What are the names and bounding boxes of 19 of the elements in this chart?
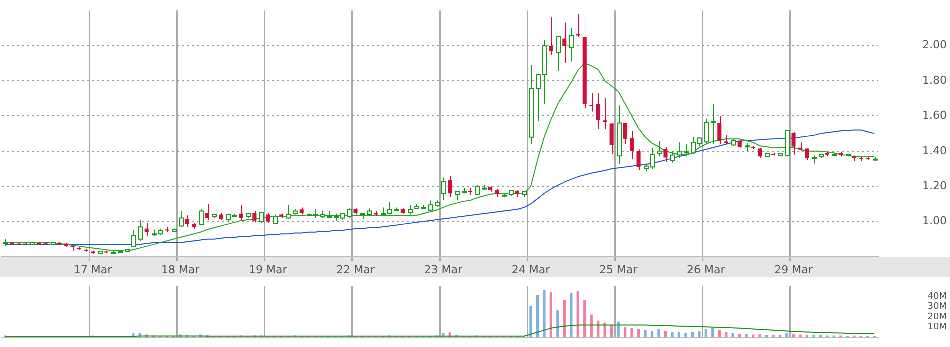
x-tick-label: 19 Mar bbox=[249, 263, 288, 276]
y-tick-label: 20M bbox=[928, 312, 947, 322]
y-tick-label: 1.40 bbox=[922, 144, 947, 158]
x-tick-label: 25 Mar bbox=[599, 263, 638, 276]
y-tick-label: 30M bbox=[928, 302, 947, 312]
y-tick-label: 1.80 bbox=[922, 74, 947, 87]
x-tick-label: 26 Mar bbox=[687, 263, 726, 276]
y-tick-label: 1.60 bbox=[922, 109, 947, 122]
y-tick-label: 10M bbox=[928, 322, 947, 333]
y-tick-label: 2.00 bbox=[922, 38, 947, 52]
y-tick-label: 1.20 bbox=[922, 179, 947, 192]
x-tick-label: 17 Mar bbox=[74, 263, 113, 276]
y-tick-label: 40M bbox=[928, 292, 947, 302]
x-tick-label: 24 Mar bbox=[512, 263, 551, 276]
x-tick-label: 23 Mar bbox=[424, 263, 463, 276]
x-tick-label: 22 Mar bbox=[336, 263, 376, 276]
x-tick-label: 29 Mar bbox=[774, 263, 814, 276]
x-tick-label: 18 Mar bbox=[161, 263, 200, 276]
y-tick-label: 1.00 bbox=[922, 214, 947, 228]
